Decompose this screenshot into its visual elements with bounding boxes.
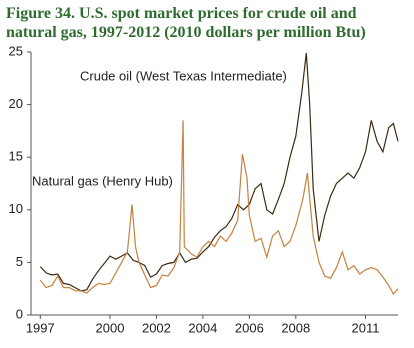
x-tick-label: 1997 bbox=[26, 320, 55, 335]
chart-title: Figure 34. U.S. spot market prices for c… bbox=[6, 5, 366, 41]
x-tick-label: 2011 bbox=[351, 320, 379, 335]
x-tick-label: 2000 bbox=[96, 320, 125, 335]
y-tick-label: 25 bbox=[9, 43, 23, 58]
y-tick-label: 0 bbox=[16, 306, 23, 321]
y-tick-label: 5 bbox=[16, 254, 23, 269]
y-tick-label: 15 bbox=[9, 149, 23, 164]
x-tick-label: 2008 bbox=[281, 320, 310, 335]
series-label: Natural gas (Henry Hub) bbox=[32, 173, 173, 188]
line-series bbox=[39, 120, 399, 296]
x-tick-label: 2002 bbox=[142, 320, 171, 335]
y-tick-label: 10 bbox=[9, 201, 23, 216]
line-series bbox=[39, 53, 399, 292]
y-tick-label: 20 bbox=[9, 96, 23, 111]
series-label: Crude oil (West Texas Intermediate) bbox=[80, 68, 287, 83]
x-tick-label: 2006 bbox=[235, 320, 264, 335]
x-tick-label: 2004 bbox=[188, 320, 217, 335]
